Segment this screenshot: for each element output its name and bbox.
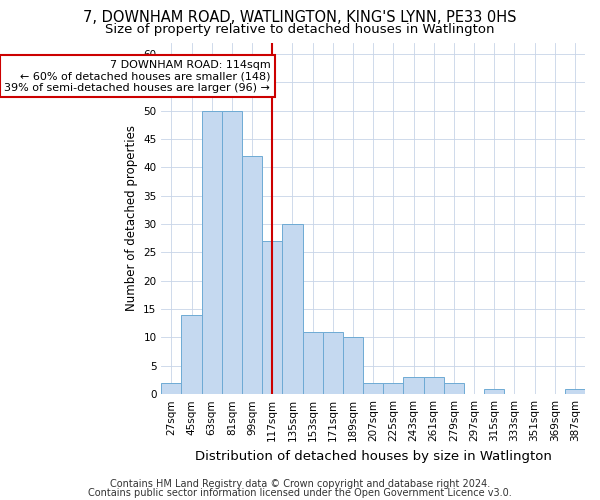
Bar bbox=[302, 332, 323, 394]
Bar bbox=[181, 315, 202, 394]
Bar bbox=[262, 241, 283, 394]
Text: 7, DOWNHAM ROAD, WATLINGTON, KING'S LYNN, PE33 0HS: 7, DOWNHAM ROAD, WATLINGTON, KING'S LYNN… bbox=[83, 10, 517, 25]
Bar bbox=[363, 383, 383, 394]
Bar bbox=[283, 224, 302, 394]
Bar bbox=[161, 383, 181, 394]
Bar bbox=[484, 388, 504, 394]
Text: Contains HM Land Registry data © Crown copyright and database right 2024.: Contains HM Land Registry data © Crown c… bbox=[110, 479, 490, 489]
Bar bbox=[383, 383, 403, 394]
Bar bbox=[565, 388, 585, 394]
Text: 7 DOWNHAM ROAD: 114sqm
← 60% of detached houses are smaller (148)
39% of semi-de: 7 DOWNHAM ROAD: 114sqm ← 60% of detached… bbox=[4, 60, 270, 92]
Text: Contains public sector information licensed under the Open Government Licence v3: Contains public sector information licen… bbox=[88, 488, 512, 498]
Text: Size of property relative to detached houses in Watlington: Size of property relative to detached ho… bbox=[105, 22, 495, 36]
Bar bbox=[242, 156, 262, 394]
Bar bbox=[403, 377, 424, 394]
Bar bbox=[202, 110, 222, 394]
X-axis label: Distribution of detached houses by size in Watlington: Distribution of detached houses by size … bbox=[195, 450, 551, 462]
Bar bbox=[323, 332, 343, 394]
Bar bbox=[222, 110, 242, 394]
Bar bbox=[343, 338, 363, 394]
Bar bbox=[424, 377, 444, 394]
Bar bbox=[444, 383, 464, 394]
Y-axis label: Number of detached properties: Number of detached properties bbox=[125, 126, 137, 312]
